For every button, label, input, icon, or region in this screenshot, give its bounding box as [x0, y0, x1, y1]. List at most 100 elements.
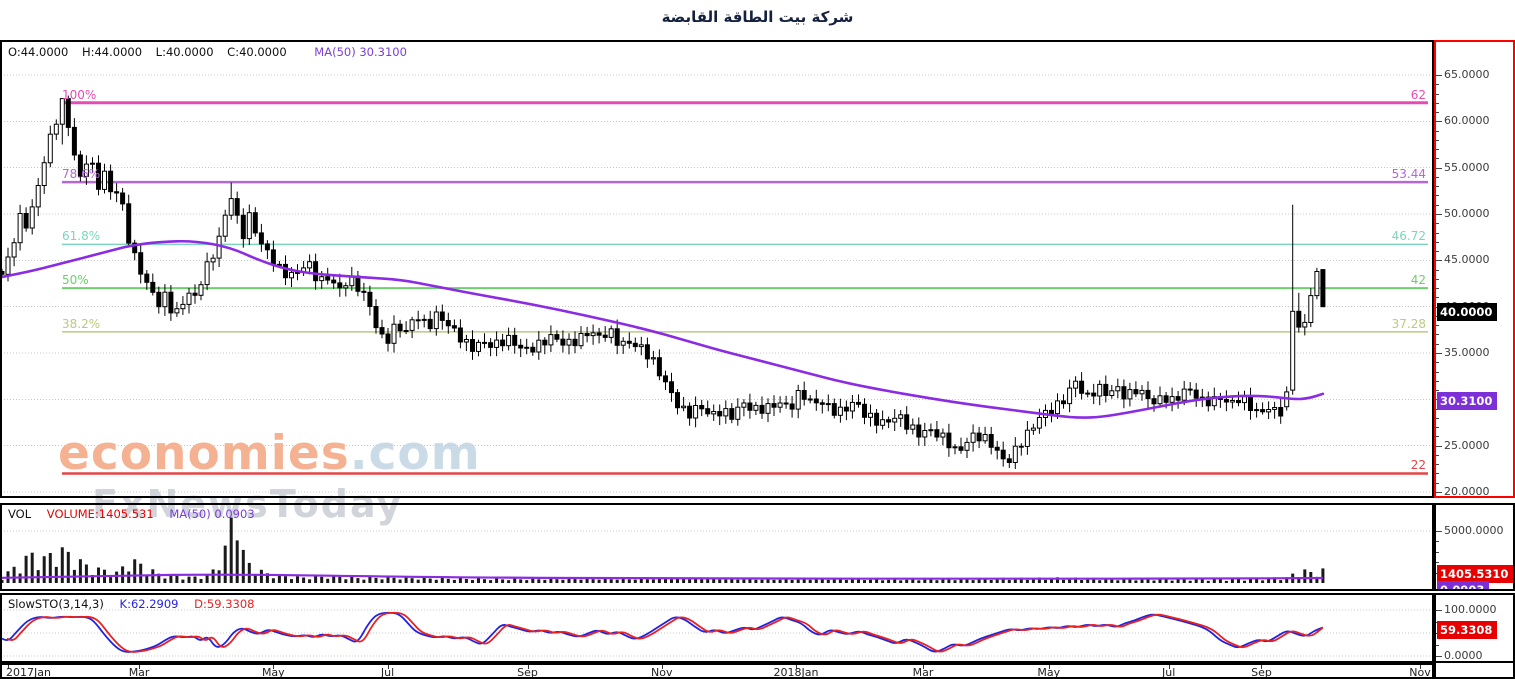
date-axis-label: 2018Jan — [773, 666, 819, 679]
volume-panel[interactable]: VOL VOLUME:1405.531 MA(50) 0.0903 — [0, 503, 1434, 591]
volume-tick-label: 5000.0000 — [1444, 524, 1504, 537]
price-axis-tick — [1436, 75, 1442, 76]
price-axis-tick — [1436, 436, 1439, 438]
price-axis-tick — [1436, 278, 1439, 280]
stochastic-k-readout: K:62.2909 — [119, 597, 179, 611]
stochastic-tick-label: 0.0000 — [1444, 649, 1483, 662]
volume-value-badge: 1405.5310 — [1437, 565, 1513, 583]
price-axis-tick — [1436, 269, 1439, 271]
price-chart-canvas[interactable] — [2, 42, 1432, 496]
date-axis-tick — [273, 665, 275, 669]
price-tick-label: 50.0000 — [1444, 207, 1490, 220]
ma-value-badge: 30.3100 — [1437, 392, 1498, 411]
price-axis-tick — [1436, 380, 1439, 382]
stochastic-panel[interactable]: SlowSTO(3,14,3) K:62.2909 D:59.3308 — [0, 593, 1434, 663]
price-axis-tick — [1436, 251, 1439, 253]
chart-title: شركة بيت الطاقة القابضة — [661, 8, 854, 26]
price-axis-tick — [1436, 204, 1439, 206]
price-axis-tick — [1436, 473, 1439, 475]
fib-level-label: 78.6% — [62, 167, 101, 182]
volume-axis-tick — [1436, 541, 1439, 543]
date-axis-tick — [527, 665, 529, 669]
price-axis-tick — [1436, 121, 1442, 123]
last-price-badge: 40.0000 — [1437, 302, 1498, 321]
date-axis-label: Mar — [912, 666, 934, 679]
date-axis-label: Mar — [128, 666, 150, 679]
stochastic-d-badge: 59.3308 — [1437, 620, 1498, 639]
fib-level-label: 61.8% — [62, 229, 101, 244]
price-axis-tick — [1436, 139, 1439, 141]
volume-chart-canvas[interactable] — [2, 505, 1432, 589]
price-axis-tick — [1436, 353, 1442, 354]
volume-header: VOL VOLUME:1405.531 MA(50) 0.0903 — [8, 507, 267, 521]
price-axis-tick — [1436, 492, 1442, 493]
ohlc-readout: O:44.0000 H:44.0000 L:40.0000 C:40.0000 … — [8, 45, 417, 59]
volume-axis-tick — [1436, 531, 1442, 532]
price-axis-tick — [1436, 195, 1439, 197]
fib-level-label: 50% — [62, 273, 89, 288]
price-axis-tick — [1436, 260, 1442, 262]
date-axis-tick — [661, 665, 663, 669]
fib-level-value: 62 — [1410, 87, 1426, 102]
price-axis-tick — [1436, 149, 1439, 151]
stochastic-axis[interactable]: 59.3308 100.0000 0.0000 — [1434, 593, 1515, 663]
date-axis[interactable]: 2017Jan Mar May Jul Sep Nov 2018Jan Mar May Jul Se… — [0, 663, 1434, 679]
price-axis-tick — [1436, 334, 1439, 336]
date-axis-label: Nov — [1409, 666, 1431, 679]
date-axis-tick — [1420, 665, 1421, 669]
price-axis-tick — [1436, 158, 1439, 160]
price-axis-tick — [1436, 241, 1439, 243]
date-axis-tick — [1168, 665, 1170, 669]
fib-level-value: 46.72 — [1391, 229, 1426, 244]
price-axis-tick — [1436, 93, 1439, 95]
ma50-readout: MA(50) 30.3100 — [314, 45, 407, 59]
stochastic-axis-tick — [1436, 644, 1439, 646]
date-axis-tick — [1048, 665, 1050, 669]
price-axis-tick — [1436, 130, 1439, 132]
date-axis-label: Jul — [1162, 666, 1176, 679]
date-axis-label: Nov — [651, 666, 673, 679]
price-axis-tick — [1436, 102, 1439, 104]
price-axis-tick — [1436, 343, 1439, 345]
price-tick-label: 65.0000 — [1444, 68, 1490, 81]
price-axis[interactable]: 40.0000 30.3100 65.0000 60.0000 55.0000 50.… — [1434, 40, 1515, 498]
stochastic-d-readout: D:59.3308 — [194, 597, 255, 611]
date-axis-label: 2017Jan — [6, 666, 51, 679]
price-axis-tick — [1436, 167, 1442, 169]
low-readout: L:40.0000 — [155, 45, 214, 59]
volume-axis[interactable]: 1405.5310 0.0903 5000.0000 — [1434, 503, 1515, 591]
price-panel[interactable]: O:44.0000 H:44.0000 L:40.0000 C:40.0000 … — [0, 40, 1434, 498]
price-axis-tick — [1436, 464, 1439, 466]
date-axis-tick — [795, 665, 797, 669]
date-axis-label: Jul — [380, 666, 395, 679]
price-axis-tick — [1436, 362, 1439, 364]
support-level-value: 22 — [1410, 458, 1426, 473]
stochastic-chart-canvas[interactable] — [2, 595, 1432, 661]
date-axis-tick — [923, 665, 925, 669]
date-axis-tick — [1261, 665, 1263, 669]
stochastic-header: SlowSTO(3,14,3) K:62.2909 D:59.3308 — [8, 597, 266, 611]
stochastic-tick-label: 100.0000 — [1444, 603, 1497, 616]
volume-axis-tick — [1436, 562, 1439, 564]
price-tick-label: 35.0000 — [1444, 346, 1490, 359]
price-axis-tick — [1436, 297, 1439, 299]
date-axis-tick — [139, 665, 141, 669]
bottom-right-corner — [1434, 663, 1515, 679]
price-axis-tick — [1436, 214, 1442, 215]
date-axis-label: Sep — [517, 666, 538, 679]
price-axis-tick — [1436, 232, 1439, 234]
date-axis-label: May — [1037, 666, 1061, 679]
price-axis-tick — [1436, 390, 1439, 392]
price-tick-label: 45.0000 — [1444, 253, 1490, 267]
price-axis-tick — [1436, 325, 1439, 327]
price-axis-tick — [1436, 84, 1439, 86]
price-tick-label: 60.0000 — [1444, 114, 1490, 128]
open-readout: O:44.0000 — [8, 45, 69, 59]
fib-level-label: 100% — [62, 87, 97, 102]
price-axis-tick — [1436, 112, 1439, 114]
price-tick-label: 25.0000 — [1444, 438, 1490, 452]
fib-level-label: 38.2% — [62, 316, 101, 331]
price-axis-tick — [1436, 223, 1439, 225]
volume-value-readout: VOLUME:1405.531 — [46, 507, 154, 521]
